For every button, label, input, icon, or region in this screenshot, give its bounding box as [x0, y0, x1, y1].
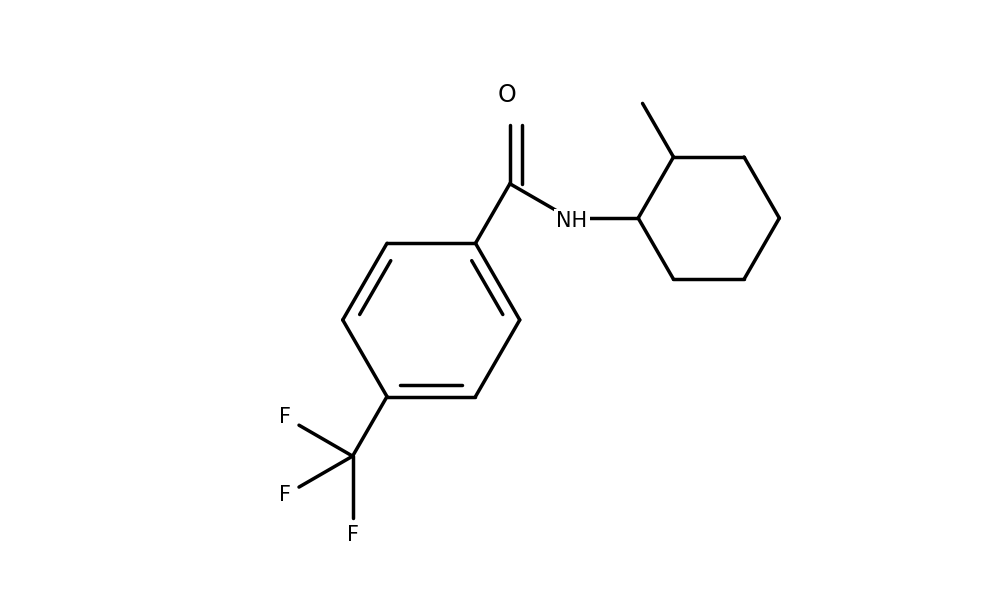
Text: F: F — [279, 407, 291, 427]
Text: O: O — [498, 83, 516, 107]
Text: NH: NH — [556, 211, 588, 231]
Text: F: F — [347, 525, 358, 545]
Text: F: F — [279, 486, 291, 505]
